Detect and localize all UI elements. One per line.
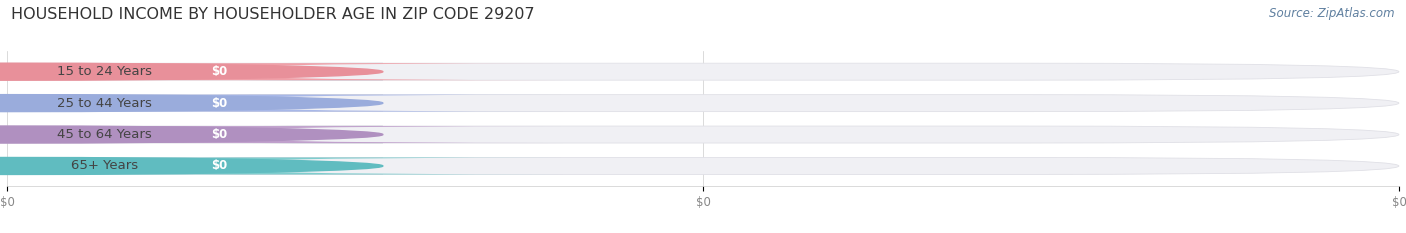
FancyBboxPatch shape [0,95,382,112]
Text: 65+ Years: 65+ Years [70,159,138,172]
Text: 25 to 44 Years: 25 to 44 Years [58,97,152,110]
Text: $0: $0 [211,97,228,110]
FancyBboxPatch shape [0,158,564,175]
Text: HOUSEHOLD INCOME BY HOUSEHOLDER AGE IN ZIP CODE 29207: HOUSEHOLD INCOME BY HOUSEHOLDER AGE IN Z… [11,7,534,22]
FancyBboxPatch shape [0,126,564,143]
Circle shape [0,126,382,143]
Text: 15 to 24 Years: 15 to 24 Years [58,65,152,78]
Circle shape [0,158,382,175]
Circle shape [0,95,382,112]
Text: $0: $0 [211,128,228,141]
FancyBboxPatch shape [7,63,1399,80]
FancyBboxPatch shape [0,63,564,80]
FancyBboxPatch shape [7,95,1399,112]
Text: 45 to 64 Years: 45 to 64 Years [58,128,152,141]
FancyBboxPatch shape [7,126,1399,143]
FancyBboxPatch shape [0,126,382,143]
FancyBboxPatch shape [7,158,1399,175]
Text: Source: ZipAtlas.com: Source: ZipAtlas.com [1270,7,1395,20]
FancyBboxPatch shape [0,95,564,112]
FancyBboxPatch shape [0,158,382,175]
FancyBboxPatch shape [0,63,382,80]
Text: $0: $0 [211,65,228,78]
Text: $0: $0 [211,159,228,172]
Circle shape [0,63,382,80]
